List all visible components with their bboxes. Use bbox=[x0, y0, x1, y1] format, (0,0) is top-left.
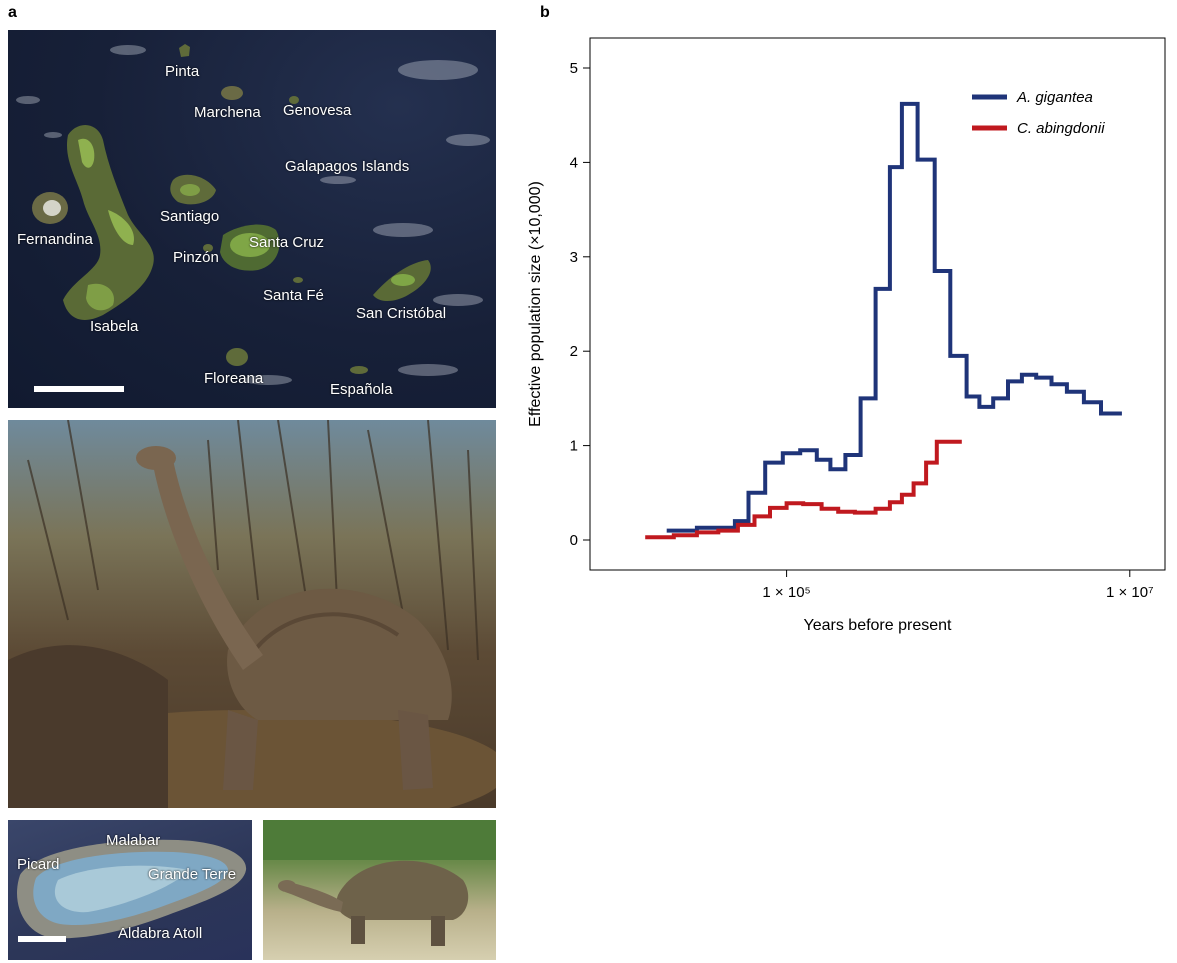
label-aldabra-atoll: Aldabra Atoll bbox=[118, 925, 203, 942]
y-tick-label-0: 0 bbox=[570, 532, 578, 549]
map-scale-bar bbox=[34, 386, 124, 392]
label-pinzon: Pinzón bbox=[173, 249, 219, 266]
legend-label-abingdonii: C. abingdonii bbox=[1017, 120, 1105, 137]
label-santiago: Santiago bbox=[160, 208, 220, 225]
label-fernandina: Fernandina bbox=[17, 231, 93, 248]
label-santa-fe: Santa Fé bbox=[263, 287, 324, 304]
label-espanola: Española bbox=[330, 381, 393, 398]
label-grande-terre: Grande Terre bbox=[148, 866, 237, 883]
label-floreana: Floreana bbox=[204, 370, 264, 387]
y-tick-label-3: 3 bbox=[570, 249, 578, 266]
y-tick-label-4: 4 bbox=[570, 154, 578, 171]
y-tick-label-2: 2 bbox=[570, 343, 578, 360]
aldabra-tortoise-photo bbox=[263, 820, 496, 960]
label-marchena: Marchena bbox=[194, 104, 261, 121]
label-malabar: Malabar bbox=[106, 832, 161, 849]
label-isabela: Isabela bbox=[90, 318, 139, 335]
galapagos-map: Pinta Marchena Genovesa Galapagos Island… bbox=[8, 30, 496, 408]
chart-legend: A. gigantea C. abingdonii bbox=[972, 89, 1105, 137]
label-genovesa: Genovesa bbox=[283, 102, 352, 119]
label-galapagos-islands: Galapagos Islands bbox=[285, 158, 410, 175]
chart-axes: 0 1 2 3 4 5 1 × 10⁵ 1 × 10⁷ Years before present… bbox=[527, 37, 1166, 634]
aldabra-tortoise-graphic bbox=[263, 820, 496, 946]
aldabra-map: Malabar Picard Grande Terre Aldabra Atol… bbox=[8, 820, 252, 960]
legend-label-gigantea: A. gigantea bbox=[1016, 89, 1093, 106]
label-picard: Picard bbox=[17, 856, 60, 873]
panel-b-letter: b bbox=[540, 4, 550, 21]
label-pinta: Pinta bbox=[165, 63, 200, 80]
aldabra-atoll-graphic bbox=[16, 839, 247, 939]
x-tick-label-0: 1 × 10⁵ bbox=[762, 584, 810, 601]
aldabra-scale-bar bbox=[18, 936, 66, 942]
plot-frame bbox=[589, 37, 1166, 571]
x-tick-label-1: 1 × 10⁷ bbox=[1106, 584, 1154, 601]
tortoise-photo bbox=[8, 420, 496, 808]
chart-series-layer bbox=[645, 101, 1122, 540]
y-tick-label-5: 5 bbox=[570, 60, 578, 77]
y-tick-label-1: 1 bbox=[570, 438, 578, 455]
map-islands-graphic bbox=[16, 44, 490, 385]
series-line-abingdonii bbox=[645, 439, 962, 540]
tortoise-photo-graphic bbox=[8, 420, 496, 808]
panel-a-letter: a bbox=[8, 4, 17, 21]
x-axis-label: Years before present bbox=[804, 617, 953, 634]
label-san-cristobal: San Cristóbal bbox=[356, 305, 447, 322]
population-size-chart: 0 1 2 3 4 5 1 × 10⁵ 1 × 10⁷ Years before present… bbox=[520, 30, 1170, 650]
series-line-gigantea bbox=[666, 101, 1122, 533]
islands bbox=[32, 44, 431, 374]
y-axis-label: Effective population size (×10,000) bbox=[527, 181, 544, 427]
chart-svg: 0 1 2 3 4 5 1 × 10⁵ 1 × 10⁷ Years before present… bbox=[527, 37, 1166, 634]
label-santa-cruz: Santa Cruz bbox=[249, 234, 325, 251]
